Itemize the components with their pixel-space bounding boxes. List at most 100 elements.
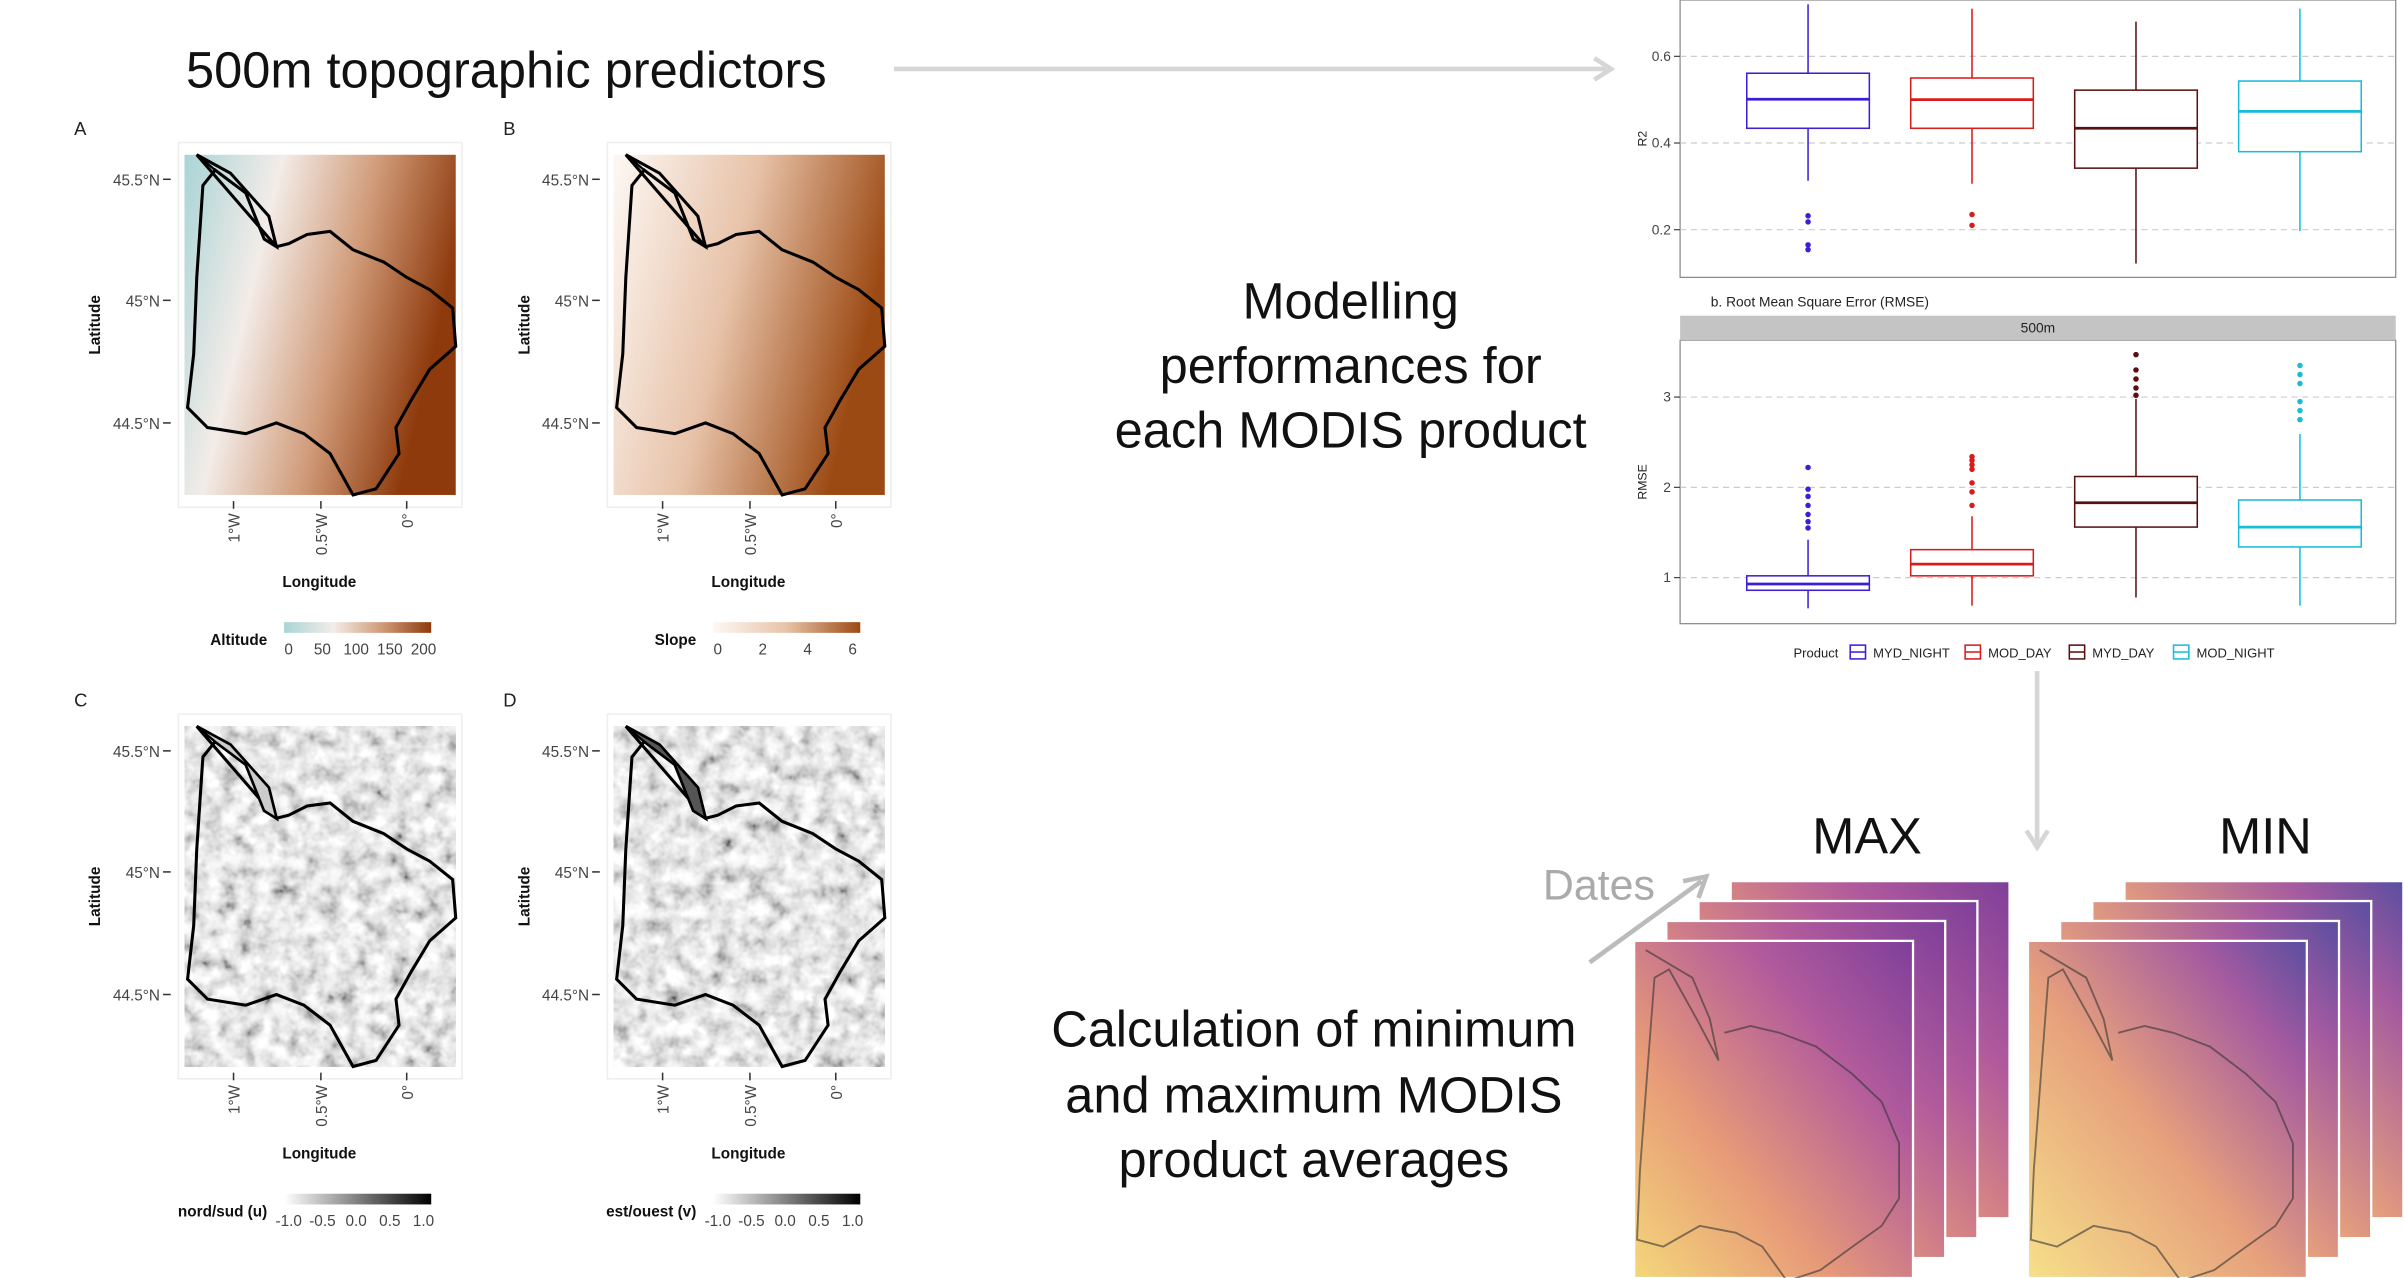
box (1911, 78, 2034, 128)
legend-tick-label: -1.0 (276, 1213, 302, 1230)
x-axis-label: Longitude (282, 1145, 356, 1162)
lon-tick-label: 0.5°W (743, 513, 760, 555)
lat-tick-label: 44.5°N (542, 988, 589, 1005)
outlier (1969, 467, 1975, 473)
modelling-line: Modelling (1242, 273, 1458, 330)
lon-tick-label: 0° (400, 513, 417, 528)
panel-label: B (503, 118, 515, 139)
map-raster (614, 726, 885, 1066)
legend-title: nord/sud (u) (178, 1204, 267, 1221)
legend-title: Product (1793, 645, 1838, 660)
legend-tick-label: 100 (343, 641, 369, 658)
legend-tick-label: 0.0 (345, 1213, 366, 1230)
legend-tick-label: 0 (714, 641, 723, 658)
legend-title: est/ouest (v) (606, 1204, 696, 1221)
outlier (2297, 372, 2303, 378)
legend-tick-label: 4 (803, 641, 812, 658)
legend-tick-label: 0.5 (808, 1213, 829, 1230)
outlier (2133, 376, 2139, 382)
legend-tick-label: 0.0 (775, 1213, 796, 1230)
lon-tick-label: 1°W (227, 513, 244, 543)
lon-tick-label: 1°W (227, 1084, 244, 1114)
legend-colorbar (284, 622, 431, 633)
lat-tick-label: 45.5°N (113, 172, 160, 189)
y-axis-label: Latitude (516, 867, 533, 927)
outlier (2133, 367, 2139, 373)
outlier (1805, 503, 1811, 509)
legend-tick-label: 2 (758, 641, 767, 658)
legend-tick-label: 50 (314, 641, 331, 658)
outlier (1805, 494, 1811, 500)
outlier (2297, 408, 2303, 414)
lat-tick-label: 45°N (126, 865, 160, 882)
box (2239, 500, 2362, 547)
lat-tick-label: 44.5°N (542, 416, 589, 433)
outlier (2297, 381, 2303, 387)
lat-tick-label: 45.5°N (542, 744, 589, 761)
calculation-line: Calculation of minimum (1051, 1001, 1576, 1058)
page: { "header": {"title": "500m topographic … (0, 0, 2404, 1278)
lat-tick-label: 45°N (126, 293, 160, 310)
box (1747, 73, 1870, 128)
legend-label: MYD_NIGHT (1873, 645, 1950, 660)
panel-label: D (503, 689, 516, 710)
map-raster (185, 155, 456, 495)
y-tick-label: 0.6 (1652, 49, 1671, 64)
legend-label: MOD_DAY (1988, 645, 2052, 660)
legend-tick-label: 1.0 (413, 1213, 434, 1230)
legend-tick-label: 0 (284, 641, 293, 658)
outlier (2297, 363, 2303, 369)
outlier (1969, 223, 1975, 229)
lon-tick-label: 1°W (656, 513, 673, 543)
legend-title: Slope (655, 632, 697, 649)
lat-tick-label: 44.5°N (113, 416, 160, 433)
outlier (1805, 519, 1811, 525)
y-tick-label: 0.4 (1652, 136, 1671, 151)
outlier (1805, 486, 1811, 492)
outlier (2133, 385, 2139, 391)
outlier (1969, 503, 1975, 509)
y-axis-label: Latitude (516, 295, 533, 355)
image-label: MIN (2219, 808, 2312, 865)
legend-tick-label: 0.5 (379, 1213, 400, 1230)
image-stacks (1634, 881, 2403, 1278)
legend-colorbar (713, 1194, 860, 1205)
lat-tick-label: 45.5°N (542, 172, 589, 189)
y-tick-label: 3 (1663, 390, 1671, 405)
x-axis-label: Longitude (282, 574, 356, 591)
lon-tick-label: 1°W (656, 1084, 673, 1114)
outlier (1969, 212, 1975, 218)
outlier (2133, 352, 2139, 358)
image-layer (1634, 941, 1913, 1278)
outlier (1805, 465, 1811, 471)
legend-tick-label: 150 (377, 641, 403, 658)
legend-label: MOD_NIGHT (2197, 645, 2275, 660)
modelling-line: performances for (1160, 337, 1542, 394)
outlier (1805, 242, 1811, 248)
strip-label: 500m (2021, 321, 2055, 336)
x-axis-label: Longitude (711, 1145, 785, 1162)
legend-tick-label: 200 (411, 641, 437, 658)
modelling-line: each MODIS product (1115, 401, 1587, 458)
title: 500m topographic predictors (186, 41, 827, 98)
legend-tick-label: -1.0 (705, 1213, 731, 1230)
y-tick-label: 1 (1663, 570, 1671, 585)
map-raster (185, 726, 456, 1066)
outlier (1805, 213, 1811, 219)
legend-colorbar (713, 622, 860, 633)
legend-title: Altitude (210, 632, 267, 649)
legend-label: MYD_DAY (2092, 645, 2154, 660)
legend-tick-label: -0.5 (738, 1213, 764, 1230)
figure: 500m topographic predictors Modelling pe… (0, 0, 2404, 1278)
outlier (1969, 489, 1975, 495)
lat-tick-label: 45°N (555, 865, 589, 882)
outlier (2133, 393, 2139, 399)
y-tick-label: 2 (1663, 480, 1671, 495)
outlier (1805, 512, 1811, 518)
calculation-line: product averages (1119, 1131, 1510, 1188)
box (2239, 81, 2362, 152)
y-axis-label: R2 (1635, 131, 1649, 147)
y-axis-label: Latitude (87, 867, 104, 927)
outlier (2297, 399, 2303, 405)
